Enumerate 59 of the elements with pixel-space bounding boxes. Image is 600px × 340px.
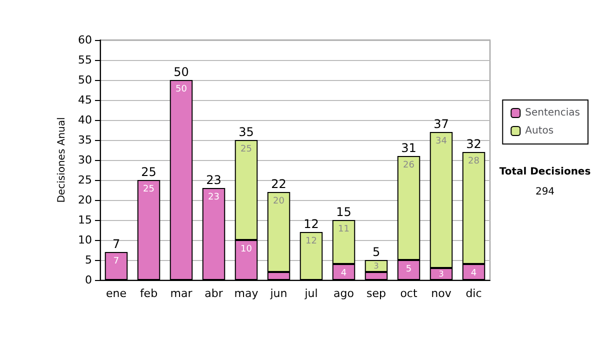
y-tick-label: 25 [78,174,92,186]
data-label: 3 [438,270,444,278]
x-tick-label: jun [269,287,288,300]
data-label: 3 [374,262,379,270]
data-label: 28 [468,156,480,166]
total-label: 32 [466,137,482,151]
y-tick-label: 30 [78,154,92,166]
text: 294 [535,186,555,198]
y-tick-label: 15 [78,214,92,226]
total-label: 31 [401,141,416,155]
data-label: 34 [436,136,448,146]
total-label: 15 [336,205,352,219]
total-label: 23 [206,173,222,187]
total-label: 5 [372,245,380,259]
x-tick-label: oct [400,287,418,300]
data-label: 4 [340,268,347,278]
x-tick-label: abr [204,287,224,300]
y-tick-label: 10 [78,234,92,246]
total-label: 12 [304,217,319,231]
data-label: 7 [113,256,120,266]
x-tick-label: ene [106,287,127,300]
data-label: 12 [306,236,317,246]
data-label: 25 [143,184,154,194]
x-tick-label: feb [140,287,158,300]
x-tick-label: may [234,287,259,300]
y-tick-label: 0 [85,274,92,286]
data-label: 10 [240,244,252,254]
legend-label: Sentencias [525,108,580,118]
y-tick-label: 50 [78,74,92,86]
x-tick-label: dic [466,287,482,300]
total-label: 37 [434,117,449,131]
total-label: 25 [141,165,156,179]
y-tick-label: 45 [78,94,92,106]
legend-label: Autos [525,126,554,136]
data-label: 5 [406,264,412,274]
y-axis-title: Decisiones Anual [56,117,68,203]
y-tick-label: 20 [78,194,92,206]
data-label: 25 [240,144,252,154]
data-label: 4 [470,268,477,278]
y-tick-label: 40 [78,114,92,126]
x-tick-label: ago [334,287,354,300]
x-tick-label: sep [366,287,386,300]
y-tick-label: 60 [78,34,92,46]
x-tick-label: jul [304,287,318,300]
y-tick-label: 5 [85,254,92,266]
data-label: 50 [176,84,188,94]
total-label: 35 [238,125,254,139]
total-label: 7 [112,237,120,251]
x-tick-label: nov [431,287,452,300]
data-label: 26 [403,160,415,170]
total-label: 22 [271,177,286,191]
text: Total Decisiones [499,166,591,178]
data-label: 23 [208,192,220,202]
y-tick-label: 55 [78,54,92,66]
x-tick-label: mar [170,287,193,300]
data-label: 20 [273,196,285,206]
y-tick-label: 35 [78,134,92,146]
total-label: 50 [174,65,189,79]
data-label: 11 [338,224,350,234]
